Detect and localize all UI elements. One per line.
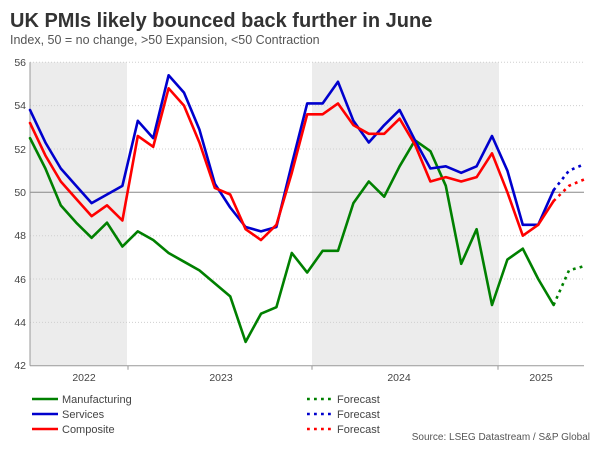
svg-text:Forecast: Forecast	[337, 394, 380, 406]
svg-text:2025: 2025	[529, 372, 553, 384]
svg-text:56: 56	[14, 57, 26, 69]
svg-text:44: 44	[14, 317, 26, 329]
svg-text:46: 46	[14, 274, 26, 286]
svg-text:Services: Services	[62, 409, 105, 421]
svg-text:50: 50	[14, 187, 26, 199]
svg-text:42: 42	[14, 360, 26, 372]
svg-text:Forecast: Forecast	[337, 409, 380, 421]
svg-text:2023: 2023	[209, 372, 233, 384]
svg-text:52: 52	[14, 144, 26, 156]
svg-text:Manufacturing: Manufacturing	[62, 394, 132, 406]
svg-text:Forecast: Forecast	[337, 424, 380, 436]
svg-text:54: 54	[14, 100, 26, 112]
svg-text:2022: 2022	[72, 372, 96, 384]
svg-text:Composite: Composite	[62, 424, 115, 436]
svg-text:2024: 2024	[387, 372, 411, 384]
svg-text:48: 48	[14, 230, 26, 242]
